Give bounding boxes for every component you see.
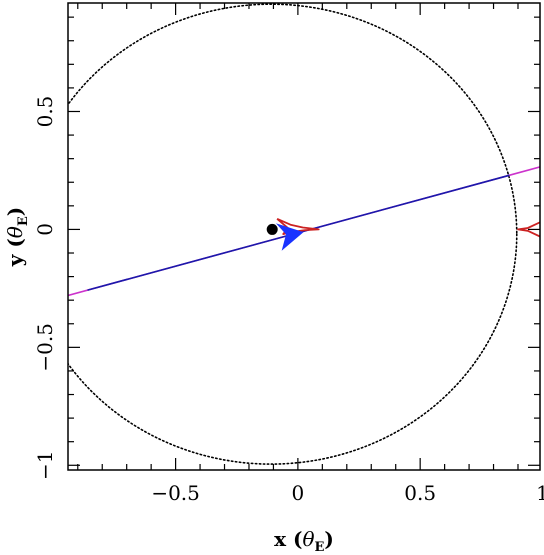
y-tick-label: 0 xyxy=(33,223,57,236)
y-tick-label: −1 xyxy=(33,451,57,480)
source-arrow-marker xyxy=(275,223,304,251)
einstein-ring xyxy=(68,3,518,465)
x-tick-label: −0.5 xyxy=(151,481,200,505)
lens-point xyxy=(266,223,278,235)
y-tick-label: 0.5 xyxy=(33,96,57,128)
source-trajectory xyxy=(68,166,540,297)
planetary-caustic xyxy=(517,221,540,238)
x-axis-label: x (θE) xyxy=(274,527,334,555)
x-tick-label: 0.5 xyxy=(404,481,436,505)
plot-frame xyxy=(67,2,541,471)
x-tick-label: 0 xyxy=(292,481,305,505)
axis-ticks xyxy=(68,3,540,470)
markers xyxy=(266,223,304,251)
y-axis-label: y (θE) xyxy=(3,207,31,267)
einstein-ring-curve xyxy=(68,3,518,465)
x-tick-label: 1 xyxy=(536,481,544,505)
y-tick-label: −0.5 xyxy=(33,323,57,372)
tick-labels: −0.5 0 0.5 1 −1 −0.5 0 0.5 xyxy=(33,96,544,505)
